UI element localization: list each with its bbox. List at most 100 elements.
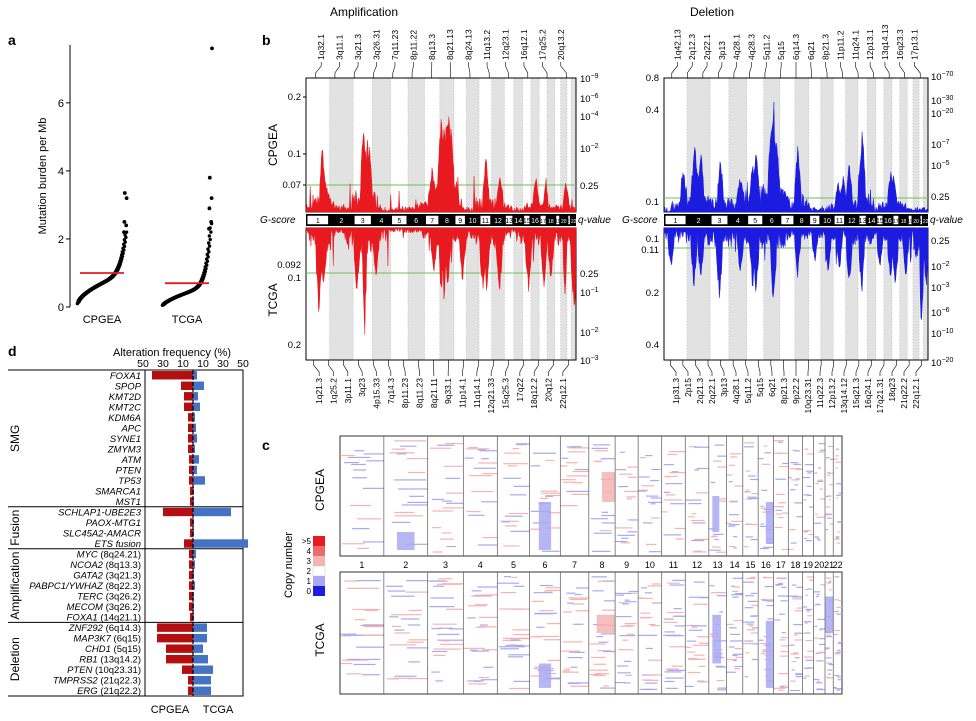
heatmap-segment	[446, 608, 464, 610]
cytoband-leader	[707, 360, 713, 376]
gene-label: ZNF292 (6q14.3)	[68, 623, 141, 634]
heatmap-segment	[726, 623, 734, 625]
chromosome-shade	[513, 78, 523, 212]
heatmap-segment	[640, 612, 651, 614]
heatmap-segment	[833, 633, 839, 636]
heatmap-segment	[591, 447, 608, 449]
heatmap-segment	[807, 615, 813, 617]
heatmap-segment	[664, 475, 678, 477]
heatmap-segment	[747, 496, 757, 498]
heatmap-segment	[837, 641, 842, 643]
qvalue-tick-base: 10	[931, 96, 942, 107]
heatmap-segment	[790, 489, 796, 491]
heatmap-segment	[761, 463, 771, 465]
heatmap-segment	[539, 497, 548, 500]
heatmap-chromosome-label: 4	[478, 560, 483, 570]
heatmap-segment	[597, 580, 614, 582]
x-axis-title: Alteration frequency (%)	[113, 347, 231, 359]
heatmap-segment	[471, 590, 482, 592]
heatmap-segment	[650, 497, 661, 499]
heatmap-segment	[592, 550, 611, 552]
data-point	[206, 241, 211, 245]
cytoband-leader	[562, 360, 569, 376]
chromosome-band-label: 3	[718, 218, 722, 225]
heatmap-segment	[781, 586, 787, 589]
data-point	[207, 226, 211, 231]
heatmap-segment	[500, 591, 517, 594]
cytoband-label: 5q11.2	[761, 34, 771, 60]
chromosome-shade	[571, 78, 576, 212]
heatmap-segment	[759, 642, 772, 645]
chromosome-band-label: 10	[823, 218, 831, 225]
heatmap-segment	[503, 545, 520, 547]
bar-tcga	[193, 539, 248, 548]
x-category-label: CPGEA	[83, 314, 122, 326]
heatmap-segment	[828, 498, 831, 501]
gene-name: ERG	[77, 686, 98, 697]
heatmap-segment	[807, 472, 812, 474]
chromosome-band-box	[868, 215, 875, 225]
heatmap-chromosome-label: 22	[833, 560, 843, 570]
heatmap-segment	[816, 688, 823, 690]
gene-name: RB1	[79, 655, 97, 666]
heatmap-segment	[541, 550, 560, 552]
cytoband-label: 12p13.1	[865, 29, 875, 60]
heatmap-segment	[719, 611, 724, 613]
heatmap-segment	[709, 549, 721, 551]
cytoband-label: 2q22.1	[702, 34, 712, 60]
cytoband-label: 17p13.1	[910, 29, 920, 60]
heatmap-segment	[816, 593, 820, 596]
heatmap-segment	[478, 676, 489, 679]
heatmap-segment	[688, 503, 702, 505]
cytoband-leader	[914, 62, 921, 78]
heatmap-segment	[804, 537, 808, 540]
heatmap-segment	[746, 629, 756, 631]
heatmap-segment	[572, 603, 585, 605]
heatmap-segment	[746, 623, 754, 625]
chromosome-shade	[560, 78, 567, 212]
chromosome-shade	[372, 78, 391, 212]
heatmap-segment	[469, 475, 493, 477]
chromosome-shade	[329, 228, 354, 360]
heatmap-segment	[621, 537, 629, 539]
heatmap-chromosome-label: 16	[761, 560, 771, 570]
qvalue-tick: 10−7	[931, 139, 950, 151]
heatmap-segment	[803, 677, 807, 679]
heatmap-segment	[837, 642, 842, 644]
heatmap-segment	[617, 534, 635, 536]
chromosome-shade	[899, 78, 908, 212]
heatmap-segment	[731, 590, 739, 592]
chromosome-band-label: 4	[736, 218, 740, 225]
heatmap-segment	[805, 594, 809, 596]
cytoband-label: 6q21	[767, 378, 777, 397]
heatmap-segment	[805, 540, 812, 542]
heatmap-segment	[728, 464, 735, 466]
heatmap-segment	[407, 624, 421, 626]
heatmap-segment	[803, 530, 812, 532]
heatmap-segment	[789, 689, 801, 692]
heatmap-segment	[397, 488, 428, 490]
heatmap-segment	[836, 494, 842, 496]
heatmap-segment	[727, 658, 737, 661]
heatmap-segment	[401, 618, 420, 620]
heatmap-segment	[714, 539, 719, 541]
heatmap-segment	[344, 580, 360, 582]
heatmap-segment	[539, 584, 553, 587]
heatmap-segment	[790, 653, 799, 655]
heatmap-segment	[429, 447, 452, 449]
qvalue-tick-exp: −6	[591, 93, 599, 100]
cytoband-label: 17q22	[515, 378, 525, 402]
gene-name: SCHLAP1-UBE2E3	[58, 507, 142, 518]
heatmap-segment	[727, 525, 736, 527]
gene-band: (3q26.2)	[103, 602, 141, 613]
heatmap-segment	[408, 609, 423, 612]
heatmap-segment	[645, 647, 653, 650]
heatmap-segment	[774, 526, 783, 529]
data-point	[122, 220, 127, 224]
legend-tcga: TCGA	[203, 704, 234, 716]
gene-label: TP53	[118, 476, 141, 487]
gene-band: (3q26.2)	[103, 592, 141, 603]
heatmap-segment	[503, 463, 529, 465]
heatmap-segment	[502, 637, 529, 639]
heatmap-segment	[781, 512, 789, 514]
